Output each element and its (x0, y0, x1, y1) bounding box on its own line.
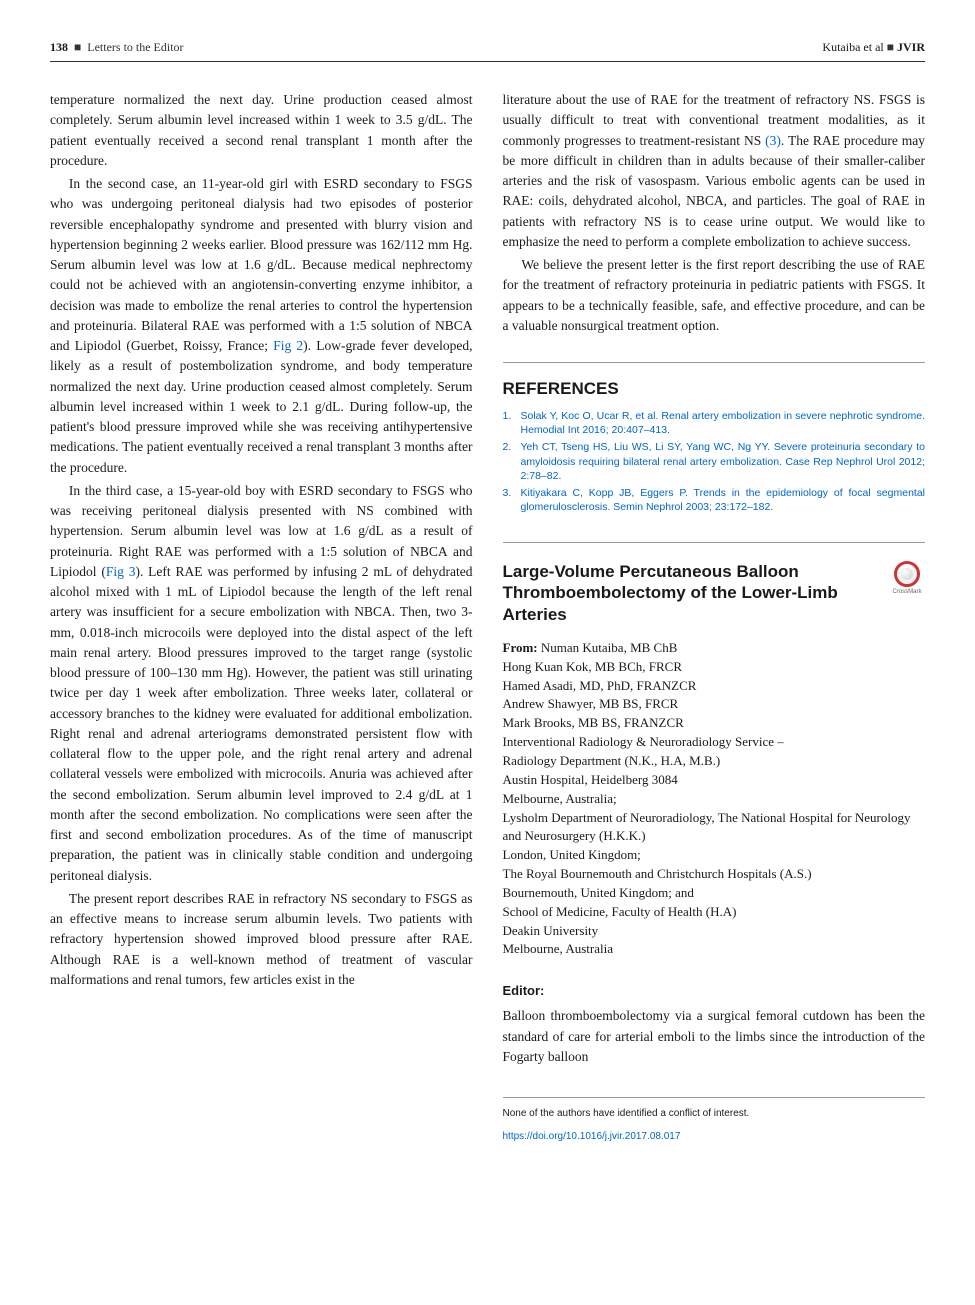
separator-glyph: ■ (74, 40, 81, 55)
author-affiliation-line: The Royal Bournemouth and Christchurch H… (503, 866, 812, 881)
editor-label: Editor: (503, 983, 926, 998)
author-affiliation-line: Mark Brooks, MB BS, FRANZCR (503, 715, 684, 730)
author-affiliation-line: Melbourne, Australia (503, 941, 613, 956)
author-affiliation-line: Melbourne, Australia; (503, 791, 617, 806)
body-paragraph: In the third case, a 15-year-old boy wit… (50, 481, 473, 886)
separator-glyph: ■ (887, 40, 894, 54)
header-right: Kutaiba et al ■ JVIR (822, 40, 925, 55)
author-affiliation-line: Deakin University (503, 923, 599, 938)
right-column: literature about the use of RAE for the … (503, 90, 926, 1144)
running-header: 138 ■ Letters to the Editor Kutaiba et a… (50, 40, 925, 62)
reference-citation-link[interactable]: (3) (765, 133, 781, 148)
author-affiliation-line: Hamed Asadi, MD, PhD, FRANZCR (503, 678, 697, 693)
reference-item[interactable]: Yeh CT, Tseng HS, Liu WS, Li SY, Yang WC… (503, 440, 926, 483)
article-title-row: Large-Volume Percutaneous Balloon Thromb… (503, 561, 926, 625)
author-affiliation-line: Numan Kutaiba, MB ChB (541, 640, 678, 655)
author-affiliation-line: Bournemouth, United Kingdom; and (503, 885, 694, 900)
article-title: Large-Volume Percutaneous Balloon Thromb… (503, 561, 880, 625)
author-affiliation-line: London, United Kingdom; (503, 847, 641, 862)
body-paragraph: In the second case, an 11-year-old girl … (50, 174, 473, 478)
article-footer: None of the authors have identified a co… (503, 1097, 926, 1144)
two-column-layout: temperature normalized the next day. Uri… (50, 90, 925, 1144)
author-affiliation-line: Radiology Department (N.K., H.A, M.B.) (503, 753, 721, 768)
body-paragraph: The present report describes RAE in refr… (50, 889, 473, 990)
section-label: Letters to the Editor (87, 40, 183, 55)
author-affiliation-line: Hong Kuan Kok, MB BCh, FRCR (503, 659, 683, 674)
author-affiliation-line: Lysholm Department of Neuroradiology, Th… (503, 810, 911, 844)
references-list: Solak Y, Koc O, Ucar R, et al. Renal art… (503, 409, 926, 514)
from-label: From: (503, 640, 541, 655)
page-number: 138 (50, 40, 68, 55)
figure-link[interactable]: Fig 3 (106, 564, 136, 579)
author-affiliation-line: Andrew Shawyer, MB BS, FRCR (503, 696, 679, 711)
journal-abbrev: JVIR (897, 40, 925, 54)
conflict-statement: None of the authors have identified a co… (503, 1106, 926, 1121)
header-left: 138 ■ Letters to the Editor (50, 40, 184, 55)
left-column: temperature normalized the next day. Uri… (50, 90, 473, 1144)
authors-affiliations: From: Numan Kutaiba, MB ChB Hong Kuan Kok… (503, 639, 926, 959)
reference-item[interactable]: Solak Y, Koc O, Ucar R, et al. Renal art… (503, 409, 926, 437)
authors-short: Kutaiba et al (822, 40, 883, 54)
body-paragraph: temperature normalized the next day. Uri… (50, 90, 473, 171)
figure-link[interactable]: Fig 2 (273, 338, 303, 353)
body-paragraph: literature about the use of RAE for the … (503, 90, 926, 252)
body-paragraph: Balloon thromboembolectomy via a surgica… (503, 1006, 926, 1067)
reference-item[interactable]: Kitiyakara C, Kopp JB, Eggers P. Trends … (503, 486, 926, 514)
references-heading: REFERENCES (503, 362, 926, 399)
author-affiliation-line: Interventional Radiology & Neuroradiolog… (503, 734, 784, 749)
body-paragraph: We believe the present letter is the fir… (503, 255, 926, 336)
doi-link[interactable]: https://doi.org/10.1016/j.jvir.2017.08.0… (503, 1129, 926, 1144)
new-article-block: Large-Volume Percutaneous Balloon Thromb… (503, 542, 926, 1144)
crossmark-icon[interactable]: CrossMark (889, 561, 925, 597)
author-affiliation-line: Austin Hospital, Heidelberg 3084 (503, 772, 678, 787)
author-affiliation-line: School of Medicine, Faculty of Health (H… (503, 904, 737, 919)
